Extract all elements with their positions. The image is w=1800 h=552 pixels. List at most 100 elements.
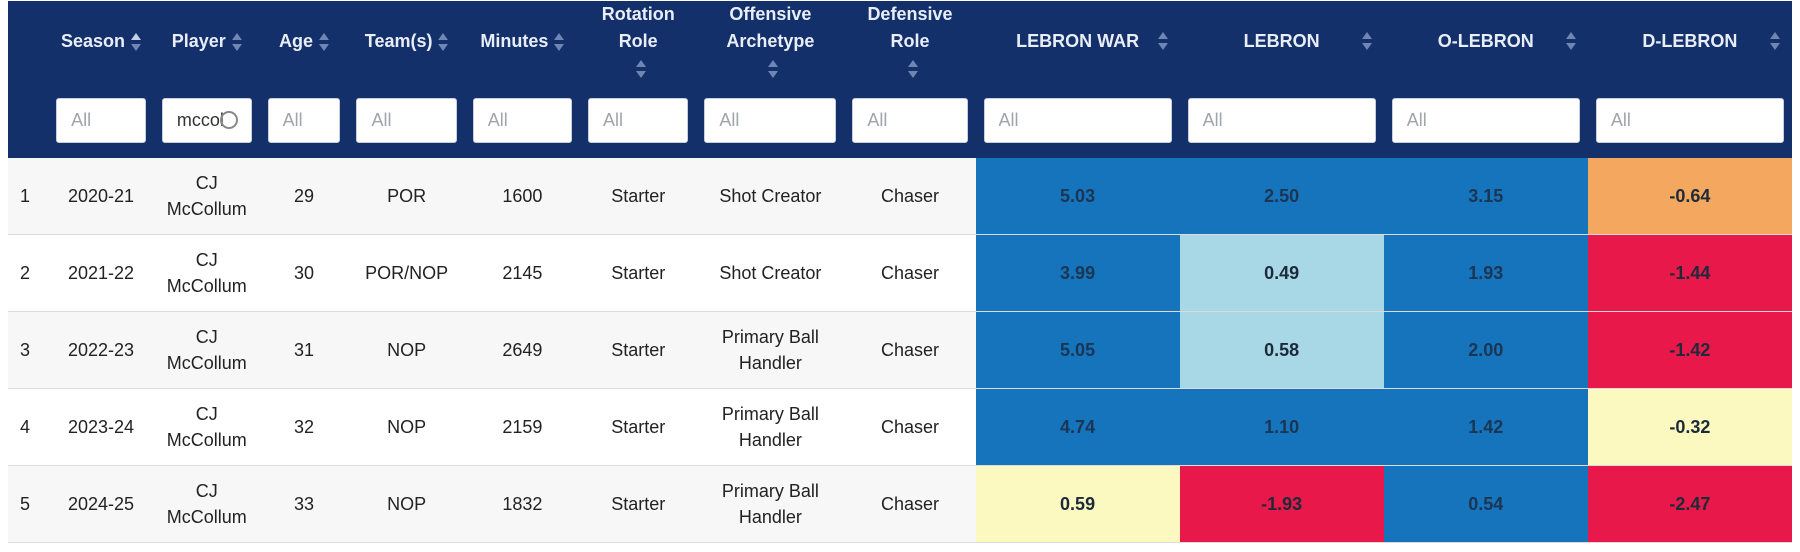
cell-minutes: 2145 (464, 234, 581, 312)
filter-cell-d-lebron (1587, 82, 1792, 158)
column-header-player[interactable]: Player (153, 1, 260, 82)
filter-cell-season (48, 82, 154, 158)
filter-cell-lebron (1179, 82, 1384, 158)
column-header-teams[interactable]: Team(s) (348, 1, 465, 82)
sort-icon[interactable] (554, 32, 565, 52)
filter-input-o-lebron[interactable] (1391, 97, 1580, 143)
filter-input-lebron[interactable] (1187, 97, 1376, 143)
cell-lebron-war: 4.74 (975, 388, 1180, 466)
cell-defensive-role: Chaser (844, 465, 976, 543)
cell-teams: POR (348, 158, 465, 235)
filter-cell-offensive-archetype (696, 82, 845, 158)
table-row: 3 2022-23 CJ McCollum 31 NOP 2649 Starter Prima… (8, 311, 1792, 389)
cell-teams: NOP (348, 388, 465, 466)
filter-input-player[interactable] (161, 97, 252, 143)
column-header-label: LEBRON (1243, 31, 1320, 51)
filter-input-lebron-war[interactable] (983, 97, 1172, 143)
cell-o-lebron: 3.15 (1383, 158, 1588, 235)
column-header-lebron[interactable]: LEBRON (1179, 1, 1384, 82)
cell-o-lebron: 0.54 (1383, 465, 1588, 543)
sort-icon[interactable] (319, 32, 330, 52)
filter-row (8, 82, 1792, 158)
table-row: 4 2023-24 CJ McCollum 32 NOP 2159 Starter Prima… (8, 388, 1792, 466)
cell-offensive-archetype: Primary Ball Handler (696, 388, 845, 466)
sort-icon[interactable] (131, 32, 142, 52)
filter-cell-rotation-role (580, 82, 697, 158)
column-header-rotation-role[interactable]: Rotation Role (580, 1, 697, 82)
cell-minutes: 1832 (464, 465, 581, 543)
column-header-label: LEBRON WAR (1016, 31, 1140, 51)
filter-input-teams[interactable] (356, 97, 457, 143)
column-header-offensive-archetype[interactable]: Offensive Archetype (696, 1, 845, 82)
filter-input-rotation-role[interactable] (588, 97, 689, 143)
sort-icon[interactable] (907, 59, 918, 79)
sort-icon[interactable] (768, 59, 779, 79)
cell-age: 33 (259, 465, 349, 543)
column-header-o-lebron[interactable]: O-LEBRON (1383, 1, 1588, 82)
cell-player: CJ McCollum (153, 234, 260, 312)
cell-player: CJ McCollum (153, 158, 260, 235)
cell-idx: 1 (8, 158, 49, 235)
column-header-label: Offensive Archetype (726, 4, 815, 51)
filter-input-defensive-role[interactable] (852, 97, 968, 143)
cell-lebron: -1.93 (1179, 465, 1384, 543)
cell-o-lebron: 1.93 (1383, 234, 1588, 312)
sort-icon[interactable] (1770, 31, 1780, 51)
sort-icon[interactable] (636, 59, 647, 79)
cell-lebron-war: 5.05 (975, 311, 1180, 389)
filter-cell-age (259, 82, 349, 158)
column-header-label: Season (61, 31, 126, 51)
cell-idx: 5 (8, 465, 49, 543)
cell-rotation-role: Starter (580, 158, 697, 235)
cell-defensive-role: Chaser (844, 388, 976, 466)
column-header-label: D-LEBRON (1642, 31, 1738, 51)
sort-icon[interactable] (1565, 31, 1576, 51)
column-header-age[interactable]: Age (259, 1, 349, 82)
cell-rotation-role: Starter (580, 388, 697, 466)
cell-lebron-war: 3.99 (975, 234, 1180, 312)
cell-season: 2021-22 (48, 234, 154, 312)
cell-minutes: 1600 (464, 158, 581, 235)
sort-icon[interactable] (231, 32, 242, 52)
cell-player: CJ McCollum (153, 388, 260, 466)
filter-cell-o-lebron (1383, 82, 1588, 158)
cell-player: CJ McCollum (153, 465, 260, 543)
sort-icon[interactable] (1361, 31, 1372, 51)
filter-input-age[interactable] (267, 97, 341, 143)
sort-icon[interactable] (1157, 31, 1168, 51)
filter-input-minutes[interactable] (472, 97, 573, 143)
cell-age: 30 (259, 234, 349, 312)
cell-d-lebron: -0.64 (1587, 158, 1792, 235)
column-header-label: O-LEBRON (1437, 31, 1534, 51)
cell-season: 2023-24 (48, 388, 154, 466)
column-header-defensive-role[interactable]: Defensive Role (844, 1, 976, 82)
column-header-season[interactable]: Season (48, 1, 154, 82)
stats-table-container: Season Player Age Team(s) Minutes Rotation Ro… (8, 1, 1792, 543)
cell-d-lebron: -1.44 (1587, 234, 1792, 312)
column-header-label: Team(s) (364, 31, 433, 51)
cell-player: CJ McCollum (153, 311, 260, 389)
column-header-lebron-war[interactable]: LEBRON WAR (975, 1, 1180, 82)
sort-icon[interactable] (438, 32, 449, 52)
cell-age: 31 (259, 311, 349, 389)
filter-input-offensive-archetype[interactable] (704, 97, 837, 143)
cell-season: 2024-25 (48, 465, 154, 543)
filter-input-d-lebron[interactable] (1595, 97, 1784, 143)
cell-lebron: 0.49 (1179, 234, 1384, 312)
cell-teams: NOP (348, 311, 465, 389)
cell-offensive-archetype: Primary Ball Handler (696, 311, 845, 389)
cell-minutes: 2159 (464, 388, 581, 466)
player-stats-table: Season Player Age Team(s) Minutes Rotation Ro… (8, 1, 1792, 543)
filter-input-season[interactable] (56, 97, 146, 143)
cell-teams: POR/NOP (348, 234, 465, 312)
column-header-d-lebron[interactable]: D-LEBRON (1587, 1, 1792, 82)
column-header-minutes[interactable]: Minutes (464, 1, 581, 82)
cell-rotation-role: Starter (580, 465, 697, 543)
cell-season: 2022-23 (48, 311, 154, 389)
table-row: 1 2020-21 CJ McCollum 29 POR 1600 Starter Shot … (8, 158, 1792, 235)
clear-filter-icon[interactable] (219, 111, 238, 129)
table-row: 2 2021-22 CJ McCollum 30 POR/NOP 2145 Starter S… (8, 234, 1792, 312)
cell-offensive-archetype: Shot Creator (696, 234, 845, 312)
filter-cell-player (153, 82, 260, 158)
cell-rotation-role: Starter (580, 234, 697, 312)
